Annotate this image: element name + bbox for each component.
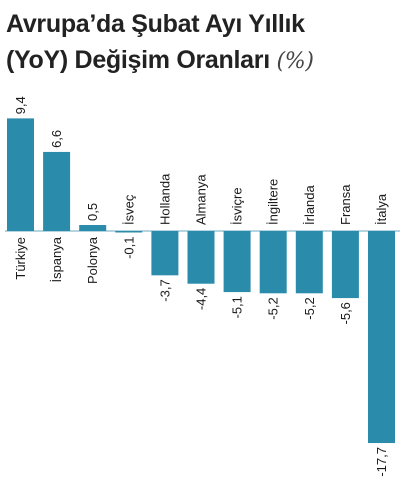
value-label-hollanda: -3,7 — [157, 279, 172, 301]
category-label-irlanda: İrlanda — [302, 184, 317, 225]
value-label-isvicre: -5,1 — [230, 296, 245, 318]
category-label-ispanya: İspanya — [49, 236, 64, 282]
value-label-turkiye: 9,4 — [13, 96, 28, 114]
bar-ingiltere — [259, 231, 287, 294]
category-label-turkiye: Türkiye — [13, 237, 28, 280]
bar-fransa — [331, 231, 359, 299]
category-label-fransa: Fransa — [338, 184, 353, 225]
value-label-italya: -17,7 — [374, 447, 389, 477]
value-label-polonya: 0,5 — [85, 203, 100, 221]
category-label-isvec: İsveç — [121, 194, 136, 225]
value-label-ispanya: 6,6 — [49, 130, 64, 148]
title-unit: (%) — [276, 49, 314, 74]
category-label-polonya: Polonya — [85, 236, 100, 284]
bar-turkiye — [7, 118, 34, 231]
labels-group: Türkiye 9,4 İspanya 6,6 Polonya 0,5 İsveç -0,1 H… — [13, 96, 389, 476]
chart-title: Avrupa’da Şubat Ayı Yıllık (YoY) Değişim… — [6, 6, 314, 80]
bar-isvec — [115, 231, 143, 233]
bar-irlanda — [295, 231, 323, 294]
category-label-hollanda: Hollanda — [157, 173, 172, 225]
bar-isvicre — [223, 231, 251, 293]
category-label-ingiltere: İngiltere — [266, 179, 281, 225]
value-label-ingiltere: -5,2 — [266, 297, 281, 319]
value-label-fransa: -5,6 — [338, 302, 353, 324]
category-label-italya: İtalya — [374, 193, 389, 225]
bar-italya — [368, 231, 395, 444]
bar-ispanya — [43, 151, 71, 231]
bar-polonya — [79, 225, 107, 231]
value-label-almanya: -4,4 — [194, 288, 209, 310]
value-label-isvec: -0,1 — [121, 237, 136, 259]
category-label-almanya: Almanya — [194, 174, 209, 225]
bar-almanya — [187, 231, 215, 284]
title-line-1: Avrupa’da Şubat Ayı Yıllık — [6, 10, 305, 38]
value-label-irlanda: -5,2 — [302, 297, 317, 319]
bars-group — [7, 118, 395, 444]
bar-hollanda — [151, 231, 179, 276]
category-label-isvicre: İsviçre — [230, 187, 245, 225]
title-line-2: (YoY) Değişim Oranları — [6, 46, 270, 74]
